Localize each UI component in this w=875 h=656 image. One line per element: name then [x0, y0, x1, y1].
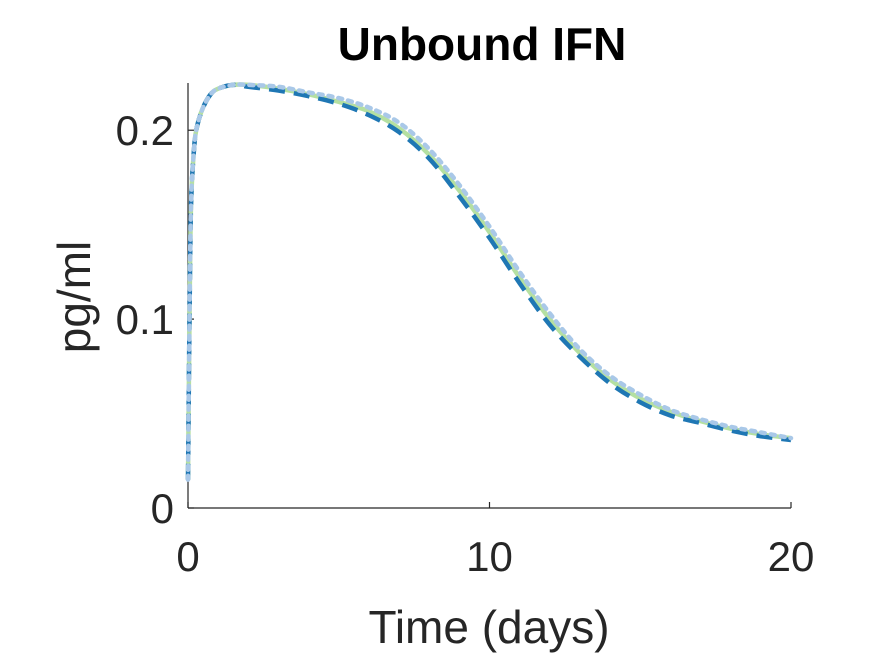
y-tick-label: 0: [151, 485, 174, 532]
series-line-3: [185, 82, 794, 482]
x-axis-label: Time (days): [368, 601, 609, 653]
y-axis-label: pg/ml: [48, 241, 100, 353]
y-tick-label: 0.2: [116, 107, 174, 154]
x-tick-label: 0: [176, 533, 199, 580]
x-tick-label: 10: [466, 533, 513, 580]
plot-area: 0 10 20 0 0.1 0.2: [116, 82, 814, 580]
y-tick-label: 0.1: [116, 296, 174, 343]
series-group: [185, 82, 794, 482]
x-tick-label: 20: [768, 533, 815, 580]
x-ticks: 0 10 20: [176, 502, 814, 580]
chart-title: Unbound IFN: [338, 18, 627, 70]
y-ticks: 0 0.1 0.2: [116, 107, 194, 532]
